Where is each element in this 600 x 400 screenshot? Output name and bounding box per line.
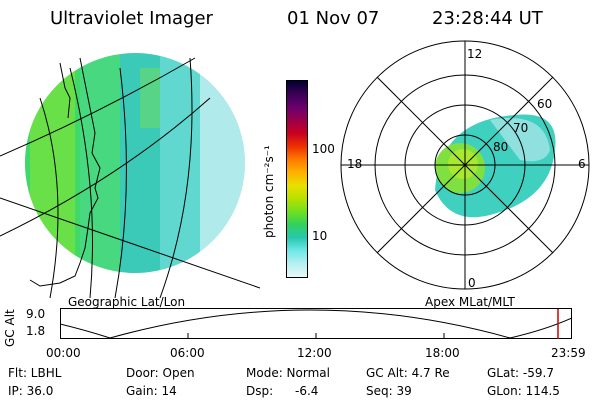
time-label: 23:28:44 UT bbox=[432, 8, 543, 29]
polar-plot bbox=[340, 40, 590, 290]
instrument-title: Ultraviolet Imager bbox=[50, 8, 213, 29]
time-tick-0000: 00:00 bbox=[46, 346, 81, 360]
altitude-plot bbox=[60, 308, 572, 339]
altitude-axis-title: GC Alt bbox=[3, 309, 17, 347]
glat-info: GLat: -59.7 bbox=[487, 366, 554, 380]
colorbar-tick-100: 100 bbox=[312, 142, 335, 156]
ip-info: IP: 36.0 bbox=[8, 384, 54, 398]
mlt-label-18: 18 bbox=[347, 157, 363, 171]
dsp-info: Dsp: -6.4 bbox=[246, 384, 318, 398]
colorbar bbox=[286, 80, 308, 278]
altitude-tick-9: 9.0 bbox=[26, 307, 46, 321]
altitude-tick-1-8: 1.8 bbox=[26, 324, 46, 338]
lat-label-70: 70 bbox=[513, 121, 529, 135]
time-tick-1800: 18:00 bbox=[425, 346, 460, 360]
lat-label-60: 60 bbox=[537, 97, 553, 111]
glon-info: GLon: 114.5 bbox=[487, 384, 560, 398]
dsp-value: -6.4 bbox=[294, 384, 319, 398]
date-label: 01 Nov 07 bbox=[287, 8, 380, 29]
geographic-map bbox=[0, 53, 260, 298]
lat-label-80: 80 bbox=[493, 140, 509, 154]
filter-info: Flt: LBHL bbox=[8, 366, 62, 380]
polar-caption: Apex MLat/MLT bbox=[425, 295, 515, 309]
time-tick-0600: 06:00 bbox=[170, 346, 205, 360]
dsp-label: Dsp: bbox=[246, 384, 274, 398]
gc-alt-info: GC Alt: 4.7 Re bbox=[366, 366, 450, 380]
time-tick-1200: 12:00 bbox=[297, 346, 332, 360]
time-tick-2359: 23:59 bbox=[551, 346, 586, 360]
mlt-label-6: 6 bbox=[578, 157, 586, 171]
geo-caption: Geographic Lat/Lon bbox=[68, 295, 186, 309]
colorbar-tick-10: 10 bbox=[312, 229, 328, 243]
colorbar-unit-label: photon cm⁻²s⁻¹ bbox=[262, 145, 276, 238]
seq-info: Seq: 39 bbox=[366, 384, 412, 398]
mode-info: Mode: Normal bbox=[246, 366, 330, 380]
door-info: Door: Open bbox=[126, 366, 195, 380]
mlt-label-0: 0 bbox=[468, 276, 476, 290]
mlt-label-12: 12 bbox=[467, 47, 483, 61]
gain-info: Gain: 14 bbox=[126, 384, 177, 398]
